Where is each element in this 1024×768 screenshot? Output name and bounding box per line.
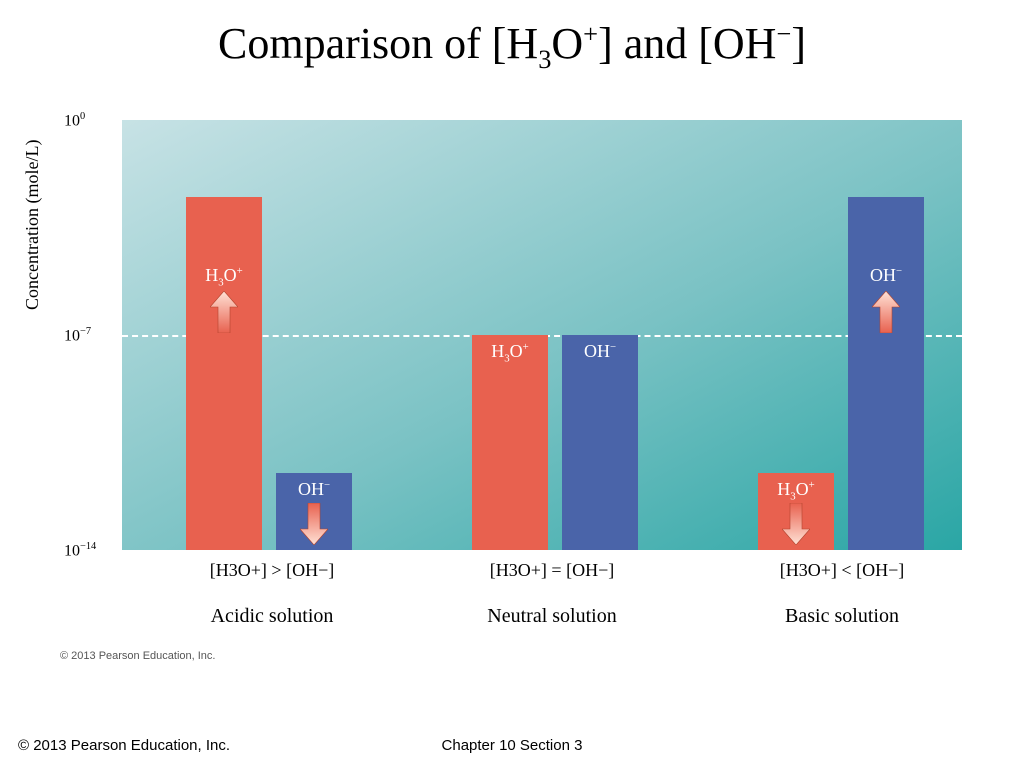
arrow-down-icon xyxy=(782,503,810,545)
bar-label: H3O+ xyxy=(472,341,548,365)
bar-h3o: H3O+ xyxy=(758,473,834,550)
bar-h3o: H3O+ xyxy=(472,335,548,550)
y-axis-label: Concentration (mole/L) xyxy=(22,140,43,310)
bar-oh: OH− xyxy=(562,335,638,550)
footer-chapter: Chapter 10 Section 3 xyxy=(0,737,1024,754)
bar-oh: OH− xyxy=(848,197,924,550)
bar-label: H3O+ xyxy=(758,479,834,503)
bar-label: OH− xyxy=(276,479,352,500)
comparison-chart: Concentration (mole/L) 10010−710−14 H3O+… xyxy=(60,110,980,690)
category-label: Acidic solution xyxy=(211,605,334,628)
y-tick: 10−7 xyxy=(64,326,91,345)
arrow-up-icon xyxy=(210,291,238,333)
slide-title: Comparison of [H3O+] and [OH−] xyxy=(0,18,1024,69)
bar-label: OH− xyxy=(562,341,638,362)
y-tick: 100 xyxy=(64,111,85,130)
category-label: Basic solution xyxy=(785,605,899,628)
relation-label: [H3O+] = [OH−] xyxy=(490,560,614,581)
figure-fine-print: © 2013 Pearson Education, Inc. xyxy=(60,650,215,662)
slide: Comparison of [H3O+] and [OH−] Concentra… xyxy=(0,0,1024,768)
y-tick: 10−14 xyxy=(64,541,96,560)
relation-label: [H3O+] > [OH−] xyxy=(210,560,334,581)
bar-label: OH− xyxy=(848,265,924,286)
arrow-down-icon xyxy=(300,503,328,545)
arrow-up-icon xyxy=(872,291,900,333)
plot-area: H3O+ OH− H3O+ OH− H3O+ OH− xyxy=(122,120,962,550)
bar-oh: OH− xyxy=(276,473,352,550)
bar-h3o: H3O+ xyxy=(186,197,262,550)
relation-label: [H3O+] < [OH−] xyxy=(780,560,904,581)
category-label: Neutral solution xyxy=(487,605,616,628)
bar-label: H3O+ xyxy=(186,265,262,289)
